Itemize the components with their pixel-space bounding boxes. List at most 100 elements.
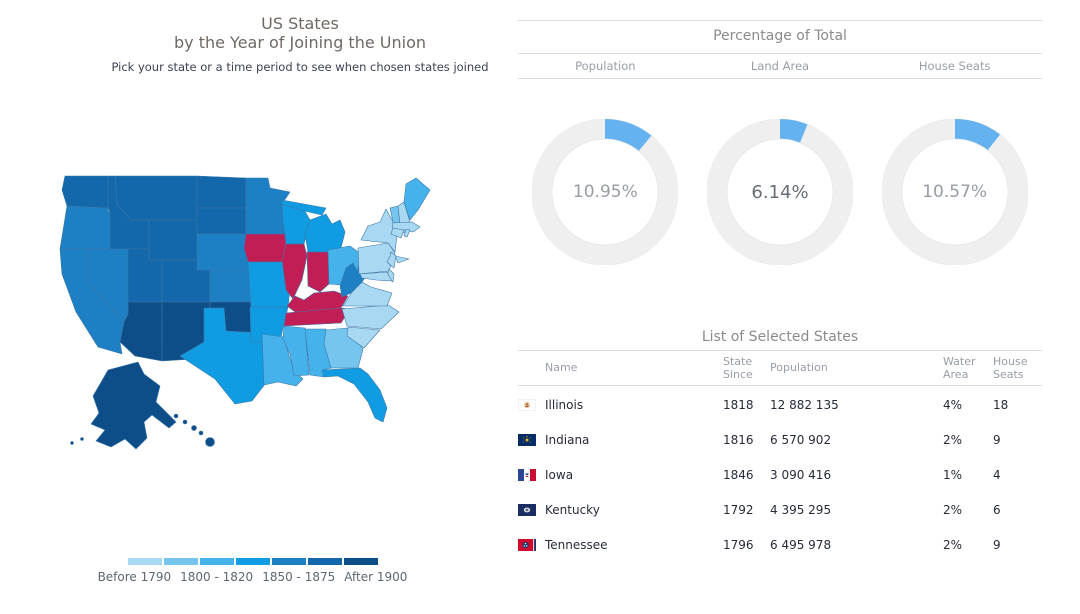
legend-swatch-6[interactable] bbox=[307, 558, 342, 565]
state-water-area: 2% bbox=[943, 537, 963, 552]
state-rhode-island[interactable] bbox=[403, 228, 411, 238]
table-header-row: Name State Since Population Water Area H… bbox=[518, 352, 1042, 384]
state-population: 3 090 416 bbox=[770, 467, 832, 482]
state-indiana[interactable] bbox=[306, 251, 330, 293]
page-subtitle: Pick your state or a time period to see … bbox=[111, 60, 489, 74]
state-name: Tennessee bbox=[545, 537, 608, 552]
state-hawaii[interactable] bbox=[191, 425, 197, 431]
table-row-iowa[interactable]: Iowa 1846 3 090 416 1% 4 bbox=[518, 457, 1042, 492]
legend-swatch-5[interactable] bbox=[271, 558, 306, 565]
legend-label-1800-1820[interactable]: 1800 - 1820 bbox=[180, 570, 254, 584]
state-california[interactable] bbox=[59, 248, 125, 355]
state-south-dakota[interactable] bbox=[196, 207, 247, 235]
state-name: Iowa bbox=[545, 467, 574, 482]
state-mississippi[interactable] bbox=[282, 325, 310, 377]
iowa-flag-icon bbox=[518, 468, 545, 481]
table-header-house-seats: House Seats bbox=[993, 354, 1028, 381]
tennessee-flag-icon bbox=[518, 538, 545, 551]
state-water-area: 1% bbox=[943, 467, 963, 482]
state-water-area: 2% bbox=[943, 502, 963, 517]
divider bbox=[518, 385, 1042, 386]
title-line-2: by the Year of Joining the Union bbox=[173, 33, 426, 52]
legend-label-after-1900[interactable]: After 1900 bbox=[344, 570, 408, 584]
state-new-jersey[interactable] bbox=[386, 251, 397, 269]
selected-states-table: Illinois 1818 12 882 135 4% 18 Indiana 1… bbox=[518, 387, 1042, 562]
legend-labels: Before 1790 1800 - 1820 1850 - 1875 Afte… bbox=[0, 570, 505, 584]
donut-population: 10.95% bbox=[531, 118, 679, 266]
state-since: 1796 bbox=[723, 537, 754, 552]
state-massachusetts[interactable] bbox=[391, 221, 421, 233]
state-illinois[interactable] bbox=[281, 243, 308, 300]
indiana-flag-icon bbox=[518, 433, 545, 446]
donut-header-land-area: Land Area bbox=[750, 59, 810, 73]
legend-swatch-4[interactable] bbox=[235, 558, 270, 565]
state-house-seats: 18 bbox=[993, 397, 1009, 412]
table-header-population: Population bbox=[770, 361, 828, 375]
us-states-map[interactable] bbox=[38, 164, 483, 479]
state-population: 12 882 135 bbox=[770, 397, 839, 412]
donut-house-seats: 10.57% bbox=[881, 118, 1029, 266]
state-florida[interactable] bbox=[321, 367, 388, 423]
state-north-carolina[interactable] bbox=[341, 304, 400, 330]
state-alaska[interactable] bbox=[80, 437, 84, 441]
table-section-title: List of Selected States bbox=[701, 329, 859, 345]
state-house-seats: 9 bbox=[993, 537, 1001, 552]
legend-swatch-1[interactable] bbox=[127, 558, 162, 565]
state-house-seats: 4 bbox=[993, 467, 1001, 482]
state-name: Kentucky bbox=[545, 502, 600, 517]
state-michigan[interactable] bbox=[281, 199, 346, 253]
page-title: US States by the Year of Joining the Uni… bbox=[100, 14, 500, 52]
title-line-1: US States bbox=[261, 14, 339, 33]
donut-house-seats-value: 10.57% bbox=[922, 182, 988, 202]
donut-header-house-seats: House Seats bbox=[918, 59, 991, 73]
state-since: 1816 bbox=[723, 432, 754, 447]
table-header-water-area: Water Area bbox=[943, 354, 976, 381]
state-population: 4 395 295 bbox=[770, 502, 832, 517]
state-since: 1792 bbox=[723, 502, 754, 517]
state-south-carolina[interactable] bbox=[346, 326, 381, 349]
table-row-tennessee[interactable]: Tennessee 1796 6 495 978 2% 9 bbox=[518, 527, 1042, 562]
state-name: Illinois bbox=[545, 397, 584, 412]
state-hawaii[interactable] bbox=[182, 419, 188, 425]
donut-header-population: Population bbox=[575, 59, 636, 73]
state-population: 6 495 978 bbox=[770, 537, 832, 552]
donut-land-area: 6.14% bbox=[706, 118, 854, 266]
state-alaska[interactable] bbox=[70, 441, 74, 445]
state-oregon[interactable] bbox=[59, 205, 111, 250]
table-row-illinois[interactable]: Illinois 1818 12 882 135 4% 18 bbox=[518, 387, 1042, 422]
divider bbox=[518, 78, 1042, 79]
state-north-dakota[interactable] bbox=[196, 175, 247, 209]
table-row-indiana[interactable]: Indiana 1816 6 570 902 2% 9 bbox=[518, 422, 1042, 457]
state-hawaii[interactable] bbox=[205, 437, 215, 447]
year-legend: Before 1790 1800 - 1820 1850 - 1875 Afte… bbox=[0, 558, 505, 584]
donut-section-title: Percentage of Total bbox=[713, 28, 847, 44]
state-montana[interactable] bbox=[114, 175, 198, 221]
legend-swatch-2[interactable] bbox=[163, 558, 198, 565]
state-wyoming[interactable] bbox=[148, 219, 198, 261]
state-washington[interactable] bbox=[61, 175, 109, 209]
state-water-area: 4% bbox=[943, 397, 963, 412]
state-water-area: 2% bbox=[943, 432, 963, 447]
legend-swatch-7[interactable] bbox=[343, 558, 378, 565]
state-since: 1818 bbox=[723, 397, 754, 412]
illinois-flag-icon bbox=[518, 398, 545, 411]
divider bbox=[518, 350, 1042, 351]
state-maryland[interactable] bbox=[359, 271, 393, 282]
state-alaska[interactable] bbox=[90, 361, 177, 450]
state-since: 1846 bbox=[723, 467, 754, 482]
divider bbox=[518, 53, 1042, 54]
legend-swatch-3[interactable] bbox=[199, 558, 234, 565]
state-connecticut[interactable] bbox=[390, 227, 405, 239]
state-name: Indiana bbox=[545, 432, 590, 447]
state-hawaii[interactable] bbox=[198, 430, 204, 436]
state-population: 6 570 902 bbox=[770, 432, 832, 447]
divider bbox=[518, 20, 1042, 21]
table-row-kentucky[interactable]: Kentucky 1792 4 395 295 2% 6 bbox=[518, 492, 1042, 527]
state-maine[interactable] bbox=[403, 177, 431, 221]
state-hawaii[interactable] bbox=[173, 413, 179, 419]
donut-population-value: 10.95% bbox=[572, 182, 638, 202]
legend-label-before-1790[interactable]: Before 1790 bbox=[97, 570, 172, 584]
donut-land-area-value: 6.14% bbox=[751, 181, 809, 203]
legend-label-1850-1875[interactable]: 1850 - 1875 bbox=[262, 570, 336, 584]
state-arkansas[interactable] bbox=[249, 306, 289, 343]
